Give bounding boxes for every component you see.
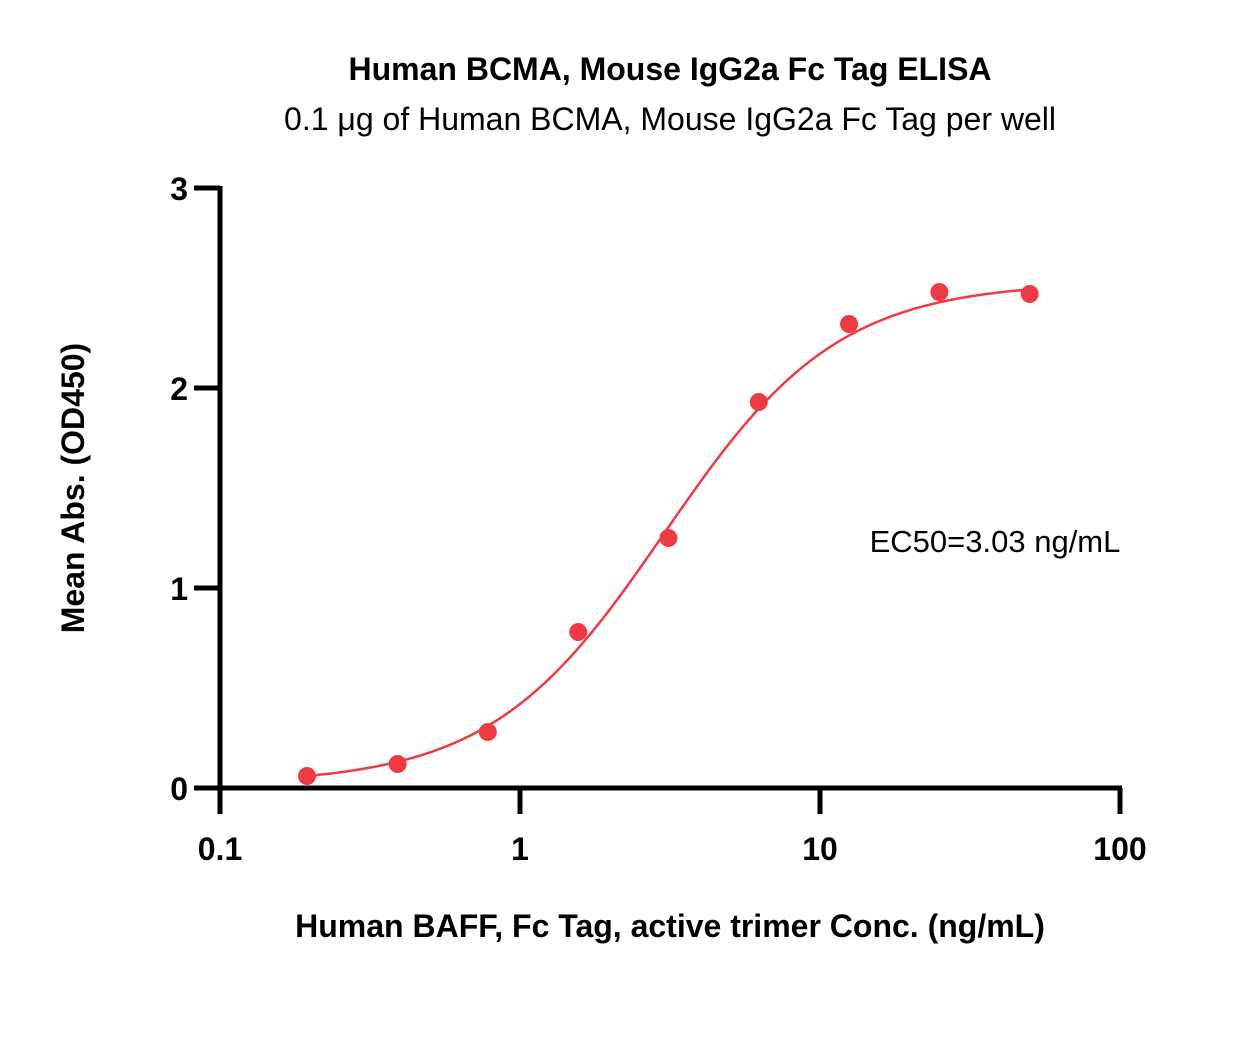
y-tick-label: 0: [170, 771, 188, 807]
data-point: [659, 529, 678, 547]
fit-curve: [306, 288, 1030, 778]
data-point: [388, 755, 407, 773]
y-tick-label: 1: [170, 571, 188, 607]
y-axis-label: Mean Abs. (OD450): [55, 343, 91, 633]
x-tick-label: 1: [511, 831, 529, 867]
data-point: [1020, 285, 1039, 303]
x-tick-label: 0.1: [198, 831, 242, 867]
data-point: [298, 767, 317, 785]
ec50-annotation: EC50=3.03 ng/mL: [870, 524, 1121, 559]
data-point: [569, 623, 588, 641]
chart-title: Human BCMA, Mouse IgG2a Fc Tag ELISA: [348, 51, 991, 87]
data-point: [930, 283, 949, 301]
chart-subtitle: 0.1 μg of Human BCMA, Mouse IgG2a Fc Tag…: [284, 101, 1056, 137]
x-tick-label: 10: [802, 831, 838, 867]
data-point: [478, 723, 497, 741]
y-tick-label: 3: [170, 171, 188, 207]
data-point: [840, 315, 859, 333]
x-axis-label: Human BAFF, Fc Tag, active trimer Conc. …: [295, 908, 1045, 944]
x-tick-label: 100: [1093, 831, 1146, 867]
data-point: [749, 393, 768, 411]
plot-area: 0 1 2 3 0.1 1 10 100: [170, 171, 1146, 867]
y-tick-label: 2: [170, 371, 188, 407]
